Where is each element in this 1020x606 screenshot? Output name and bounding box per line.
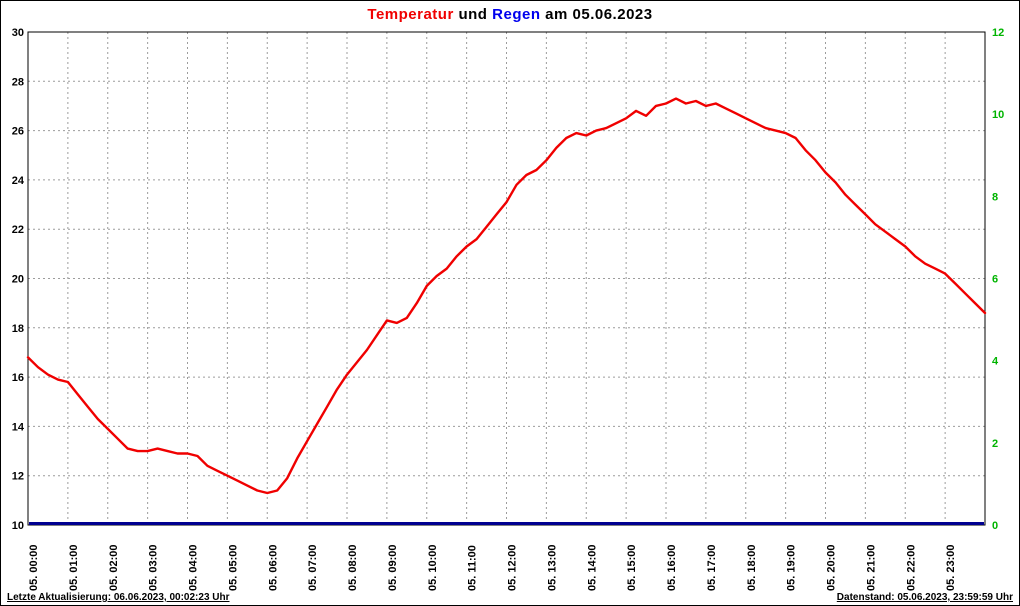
y-left-tick-label: 10 — [12, 520, 24, 532]
y-right-tick-label: 6 — [992, 274, 998, 286]
x-axis-tick-label: 05. 20:00 — [826, 545, 838, 591]
y-right-tick-label: 12 — [992, 27, 1004, 39]
x-axis-tick-label: 05. 23:00 — [945, 545, 957, 591]
y-left-tick-label: 30 — [12, 27, 24, 39]
y-left-tick-label: 26 — [12, 126, 24, 138]
title-date: am 05.06.2023 — [545, 6, 653, 23]
title-word-temperatur: Temperatur — [367, 6, 454, 23]
y-right-tick-label: 0 — [992, 520, 998, 532]
y-left-tick-label: 18 — [12, 323, 24, 335]
y-right-tick-label: 4 — [992, 356, 999, 368]
x-axis-tick-label: 05. 12:00 — [507, 545, 519, 591]
x-axis-tick-label: 05. 11:00 — [467, 545, 479, 591]
x-axis-tick-label: 05. 19:00 — [786, 545, 798, 591]
y-left-tick-label: 22 — [12, 224, 24, 236]
y-left-tick-label: 28 — [12, 76, 24, 88]
y-left-tick-label: 16 — [12, 372, 24, 384]
x-axis-tick-label: 05. 09:00 — [387, 545, 399, 591]
x-axis-tick-label: 05. 07:00 — [307, 545, 319, 591]
x-axis-tick-label: 05. 22:00 — [905, 545, 917, 591]
x-axis-tick-label: 05. 16:00 — [666, 545, 678, 591]
temperature-series-line — [26, 97, 987, 495]
y-left-tick-label: 12 — [12, 471, 24, 483]
y-left-tick-label: 20 — [12, 274, 24, 286]
x-axis-tick-label: 05. 01:00 — [68, 545, 80, 591]
x-axis-tick-label: 05. 13:00 — [546, 545, 558, 591]
x-axis-tick-label: 05. 00:00 — [28, 545, 40, 591]
x-axis-tick-label: 05. 03:00 — [148, 545, 160, 591]
x-axis-tick-label: 05. 05:00 — [227, 545, 239, 591]
x-axis-tick-label: 05. 17:00 — [706, 545, 718, 591]
x-axis-tick-label: 05. 21:00 — [865, 545, 877, 591]
y-left-tick-label: 24 — [12, 175, 25, 187]
y-left-tick-label: 14 — [12, 421, 25, 433]
x-axis-tick-label: 05. 10:00 — [427, 545, 439, 591]
data-state-text: Datenstand: 05.06.2023, 23:59:59 Uhr — [836, 592, 1013, 603]
x-axis-tick-label: 05. 04:00 — [188, 545, 200, 591]
x-axis-tick-label: 05. 08:00 — [347, 545, 359, 591]
x-axis-tick-label: 05. 18:00 — [746, 545, 758, 591]
title-word-und: und — [458, 6, 488, 23]
y-right-tick-label: 8 — [992, 191, 998, 203]
x-axis-tick-label: 05. 15:00 — [626, 545, 638, 591]
x-axis-tick-label: 05. 14:00 — [586, 545, 598, 591]
title-word-regen: Regen — [492, 6, 541, 23]
last-update-text: Letzte Aktualisierung: 06.06.2023, 00:02… — [7, 592, 230, 603]
y-right-tick-label: 2 — [992, 438, 998, 450]
y-right-tick-label: 10 — [992, 109, 1004, 121]
x-axis-tick-label: 05. 06:00 — [267, 545, 279, 591]
chart-title: Temperatur und Regen am 05.06.2023 — [1, 6, 1019, 23]
x-axis-tick-label: 05. 02:00 — [108, 545, 120, 591]
